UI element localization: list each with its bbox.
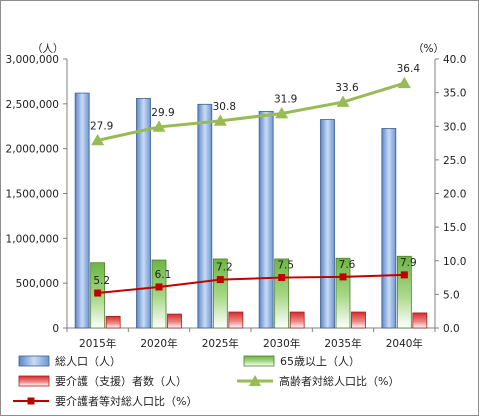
elderly-ratio-data-label: 33.6 [335,82,359,94]
x-tick-label: 2015年 [79,337,116,350]
legend-swatch-marker [27,397,35,405]
total-population-bar [136,98,151,329]
right-tick-label: 30.0 [443,121,466,133]
x-tick-label: 2020年 [140,337,177,350]
care-ratio-data-label: 7.5 [277,260,294,272]
legend-label: 総人口（人） [55,354,121,368]
legend-item: 高齢者対総人口比（%） [237,374,399,388]
legend-item: 要介護者等対総人口比（%） [13,394,197,408]
elderly-ratio-data-label: 31.9 [274,93,297,105]
right-tick-label: 5.0 [443,289,460,301]
care-ratio-marker [339,273,347,281]
elderly-ratio-marker [397,76,411,89]
elderly-ratio-marker [275,106,289,119]
right-tick-label: 15.0 [443,222,466,234]
legend-swatch [243,355,275,367]
care-recipients-bar [351,311,366,329]
elderly-ratio-data-label: 36.4 [397,63,421,75]
right-tick-label: 35.0 [443,88,466,100]
left-axis-unit: （人） [32,43,64,55]
x-tick-label: 2040年 [386,337,423,350]
x-tick-label: 2030年 [263,337,300,350]
care-ratio-data-label: 5.2 [93,275,110,287]
care-recipients-bar [167,313,182,329]
bars-layer [74,92,428,329]
elderly-ratio-marker [152,120,166,132]
legend-label: 要介護者等対総人口比（%） [55,394,197,408]
legend-swatch-marker [249,375,261,386]
legend-label: 高齢者対総人口比（%） [279,374,399,388]
care-recipients-bar [228,311,244,329]
care-ratio-data-label: 7.9 [400,257,417,269]
left-tick-label: 2,500,000 [6,99,59,111]
legend-item: 要介護（支援）者数（人） [18,374,187,388]
elderly-ratio-marker [336,95,350,107]
total-population-bar [258,111,274,329]
elderly-ratio-data-label: 29.9 [151,107,174,119]
legend-swatch [18,355,50,367]
care-ratio-data-label: 6.1 [155,269,172,281]
elderly-ratio-marker [213,114,227,126]
left-tick-label: 0 [52,323,59,335]
x-tick-label: 2035年 [324,337,361,350]
left-tick-label: 2,000,000 [6,144,59,156]
care-recipients-bar [105,315,121,329]
right-tick-label: 40.0 [443,54,466,66]
legend-item: 65歳以上（人） [243,355,360,368]
elderly-ratio-line [97,81,405,142]
elderly-ratio-marker [91,133,105,146]
legend: 総人口（人） 65歳以上（人） 要介護（支援）者数（人） 高齢者対総人口比（%） 要介護… [13,354,399,408]
left-tick-label: 3,000,000 [6,54,59,66]
x-tick-label: 2025年 [202,337,239,350]
right-tick-label: 20.0 [443,189,466,201]
total-population-bar [381,128,397,329]
legend-swatch [18,375,50,387]
aged-65-plus-bar [151,259,167,329]
total-population-bar [320,119,335,329]
care-ratio-marker [94,289,102,297]
care-ratio-data-label: 7.6 [339,259,356,271]
care-recipients-bar [289,311,305,329]
right-tick-label: 10.0 [443,256,466,268]
legend-label: 65歳以上（人） [280,355,360,368]
left-tick-label: 1,000,000 [6,233,59,245]
left-tick-label: 500,000 [16,278,59,290]
right-tick-label: 0.0 [443,323,460,335]
elderly-ratio-data-label: 30.8 [213,101,236,113]
total-population-bar [74,92,90,329]
right-axis-unit: （%） [413,43,444,55]
left-tick-label: 1,500,000 [6,189,59,201]
elderly-ratio-data-label: 27.9 [90,120,113,132]
labels-layer: 27.9 29.9 30.8 31.9 33.6 36.4 5.2 6.1 7.2 7.5 7.6 7… [90,63,420,287]
axes-layer: （人） （%） 0 500,000 1,000,000 1,500,000 2,000,00… [6,43,467,350]
care-recipients-bar [412,312,428,329]
legend-item: 総人口（人） [18,354,121,368]
care-ratio-line [97,273,405,295]
care-ratio-data-label: 7.2 [216,262,233,274]
care-ratio-marker [216,276,224,284]
care-ratio-marker [155,283,163,291]
lines-layer [91,76,411,297]
legend-label: 要介護（支援）者数（人） [55,374,187,388]
right-tick-label: 25.0 [443,155,466,167]
care-ratio-marker [400,271,408,279]
total-population-bar [197,103,213,329]
care-ratio-marker [278,274,286,282]
